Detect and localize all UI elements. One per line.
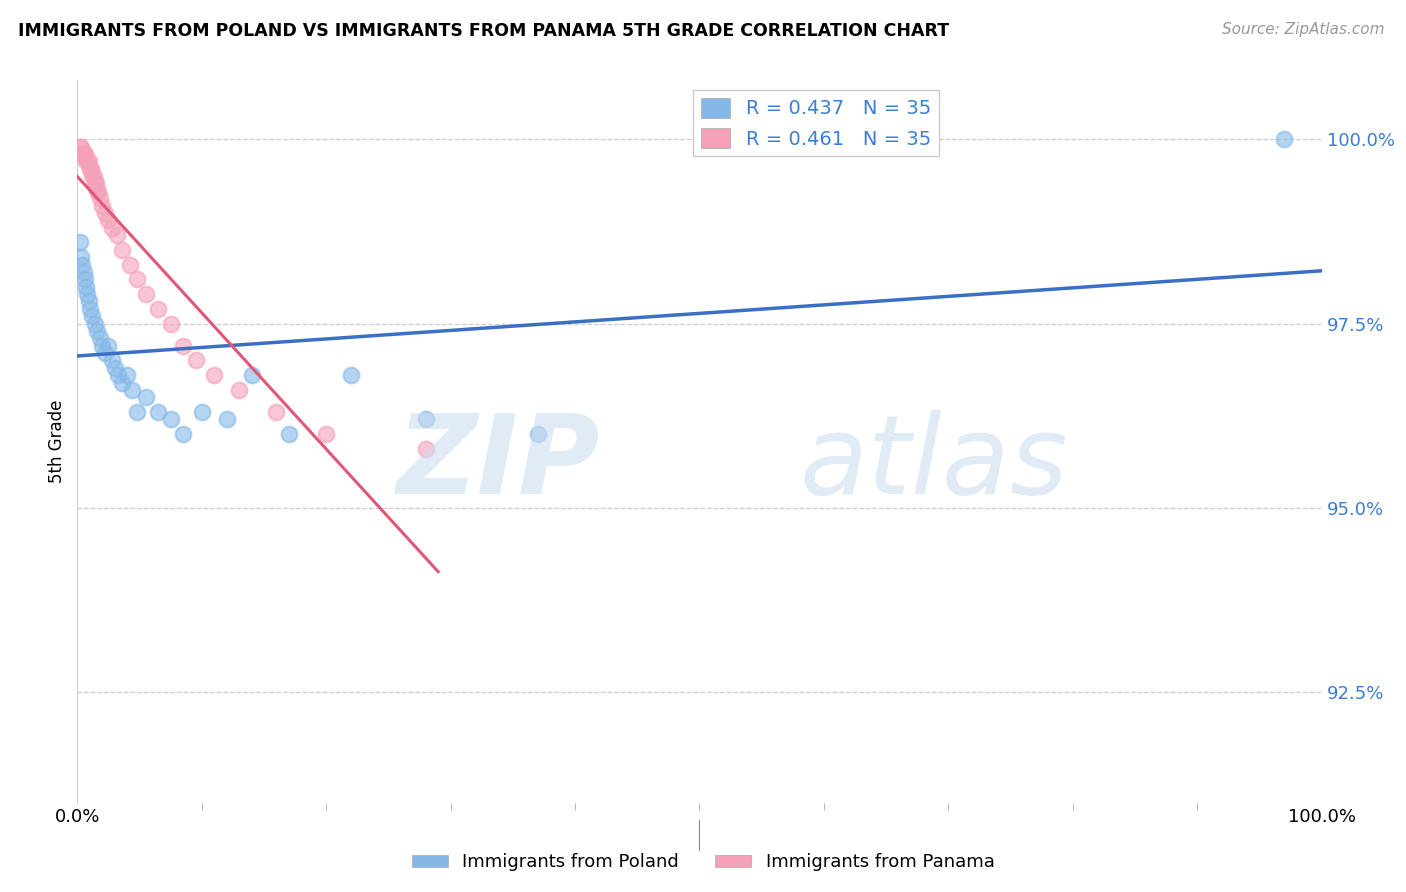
Point	[89, 331, 111, 345]
Text: atlas: atlas	[799, 409, 1067, 516]
Point	[72, 265, 94, 279]
Point	[1272, 132, 1295, 146]
Point	[87, 184, 110, 198]
Point	[83, 317, 105, 331]
Point	[135, 390, 157, 404]
Point	[215, 412, 238, 426]
Point	[70, 250, 93, 264]
Point	[415, 442, 437, 456]
Point	[93, 206, 115, 220]
Point	[107, 368, 129, 383]
Point	[73, 147, 96, 161]
Point	[415, 412, 437, 426]
Point	[69, 235, 91, 250]
Point	[148, 301, 170, 316]
Point	[86, 184, 108, 198]
Text: IMMIGRANTS FROM POLAND VS IMMIGRANTS FROM PANAMA 5TH GRADE CORRELATION CHART: IMMIGRANTS FROM POLAND VS IMMIGRANTS FRO…	[18, 22, 949, 40]
Point	[84, 177, 107, 191]
Y-axis label: 5th Grade: 5th Grade	[48, 400, 66, 483]
Point	[75, 279, 97, 293]
Point	[83, 169, 105, 183]
Point	[73, 272, 96, 286]
Point	[148, 405, 170, 419]
Point	[159, 412, 181, 426]
Point	[80, 161, 103, 176]
Point	[184, 353, 207, 368]
Point	[159, 317, 181, 331]
Text: ZIP: ZIP	[396, 409, 600, 516]
Point	[315, 427, 337, 442]
Point	[340, 368, 363, 383]
Text: Source: ZipAtlas.com: Source: ZipAtlas.com	[1222, 22, 1385, 37]
Point	[101, 220, 124, 235]
Point	[82, 309, 104, 323]
Point	[111, 243, 134, 257]
Point	[118, 258, 141, 272]
Point	[125, 405, 148, 419]
Point	[97, 213, 120, 227]
Point	[266, 405, 288, 419]
Point	[191, 405, 214, 419]
Point	[76, 154, 98, 169]
Point	[202, 368, 225, 383]
Point	[135, 287, 157, 301]
Point	[75, 154, 97, 169]
Point	[76, 287, 98, 301]
Point	[72, 147, 94, 161]
Point	[101, 353, 124, 368]
Point	[69, 139, 91, 153]
Point	[115, 368, 138, 383]
Point	[228, 383, 250, 397]
Point	[105, 228, 128, 243]
Point	[240, 368, 263, 383]
Point	[72, 258, 94, 272]
Point	[104, 360, 127, 375]
Point	[172, 339, 194, 353]
Point	[97, 339, 120, 353]
Point	[77, 294, 100, 309]
Point	[91, 199, 114, 213]
Point	[77, 154, 100, 169]
Point	[172, 427, 194, 442]
Legend: Immigrants from Poland, Immigrants from Panama: Immigrants from Poland, Immigrants from …	[405, 847, 1001, 879]
Point	[91, 339, 114, 353]
Point	[89, 191, 111, 205]
Point	[72, 147, 94, 161]
Point	[79, 301, 101, 316]
Point	[111, 376, 134, 390]
Point	[79, 161, 101, 176]
Point	[82, 169, 104, 183]
Point	[70, 139, 93, 153]
Point	[526, 427, 548, 442]
Legend: R = 0.437   N = 35, R = 0.461   N = 35: R = 0.437 N = 35, R = 0.461 N = 35	[693, 90, 939, 156]
Point	[277, 427, 299, 442]
Point	[125, 272, 148, 286]
Point	[83, 177, 105, 191]
Point	[93, 346, 115, 360]
Point	[121, 383, 143, 397]
Point	[86, 324, 108, 338]
